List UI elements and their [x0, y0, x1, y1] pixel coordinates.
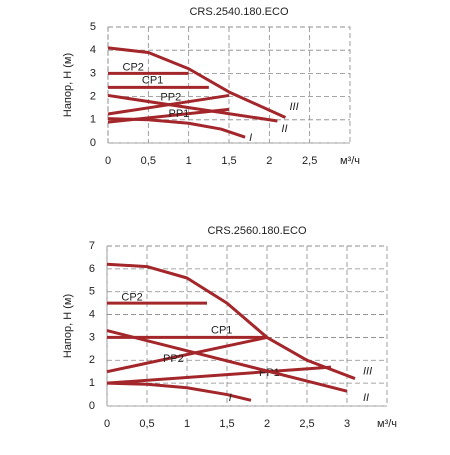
- curve-label: PP1: [169, 108, 190, 120]
- y-tick-label: 7: [89, 240, 95, 252]
- pump-curve: [107, 46, 287, 119]
- plot-frame: [106, 245, 388, 407]
- x-tick-label: 2,5: [299, 418, 314, 430]
- y-tick-label: 0: [89, 400, 95, 412]
- pump-curve: [107, 93, 278, 123]
- x-tick-label: 2: [266, 155, 272, 167]
- curve-label: I: [249, 132, 252, 144]
- y-tick-label: 5: [89, 286, 95, 298]
- x-tick-label: 1: [184, 418, 190, 430]
- chart-title: CRS.2540.180.ECO: [189, 6, 288, 18]
- curve-label: III: [290, 101, 299, 113]
- y-tick-label: 0: [90, 137, 96, 149]
- x-tick-label: 2: [264, 418, 270, 430]
- x-tick-label: 1: [186, 155, 192, 167]
- y-tick-label: 6: [89, 263, 95, 275]
- y-tick-label: 3: [89, 331, 95, 343]
- x-tick-label: 0: [104, 418, 110, 430]
- y-tick-label: 1: [89, 377, 95, 389]
- pump-curve: [106, 335, 268, 374]
- chart-panel: CRS.2560.180.ECO Напор, H (м) м³/ч 0 1 2 3 4 5 6 7…: [62, 225, 397, 430]
- pump-curve: [107, 117, 246, 139]
- pump-curve: [106, 381, 252, 402]
- y-tick-label: 4: [89, 308, 95, 320]
- chart-panel: CRS.2540.180.ECO Напор, H (м) м³/ч 0 1 2 3 4 5 0 0…: [62, 6, 360, 167]
- curve-label: PP2: [160, 92, 181, 104]
- y-tick-label: 2: [89, 354, 95, 366]
- curve-label: III: [363, 366, 372, 378]
- curve-label: I: [229, 392, 232, 404]
- y-tick-label: 5: [90, 21, 96, 33]
- pump-curve: [106, 365, 332, 385]
- curve-label: CP1: [211, 324, 232, 336]
- pump-curve: [106, 329, 348, 393]
- y-tick-label: 4: [90, 44, 96, 56]
- y-axis-label: Напор, H (м): [62, 53, 74, 117]
- curve-label: CP2: [123, 62, 144, 74]
- curve-label: CP2: [121, 291, 142, 303]
- x-tick-label: 2,5: [302, 155, 317, 167]
- y-tick-label: 2: [90, 91, 96, 103]
- y-tick-label: 3: [90, 67, 96, 79]
- x-tick-label: 1,5: [221, 155, 236, 167]
- y-axis-label: Напор, H (м): [62, 294, 74, 358]
- x-axis-label: м³/ч: [377, 418, 397, 430]
- pump-curve: [106, 262, 356, 380]
- chart-title: CRS.2560.180.ECO: [207, 225, 306, 237]
- y-tick-label: 1: [90, 114, 96, 126]
- curve-label: II: [281, 123, 287, 135]
- x-tick-label: 1,5: [219, 418, 234, 430]
- x-tick-label: 0: [105, 155, 111, 167]
- x-tick-label: 0,5: [141, 155, 156, 167]
- x-tick-label: 0,5: [139, 418, 154, 430]
- x-tick-label: 3: [344, 418, 350, 430]
- curve-label: CP1: [142, 75, 163, 87]
- curve-label: II: [363, 392, 369, 404]
- x-axis-label: м³/ч: [340, 155, 360, 167]
- curve-label: PP2: [163, 353, 184, 365]
